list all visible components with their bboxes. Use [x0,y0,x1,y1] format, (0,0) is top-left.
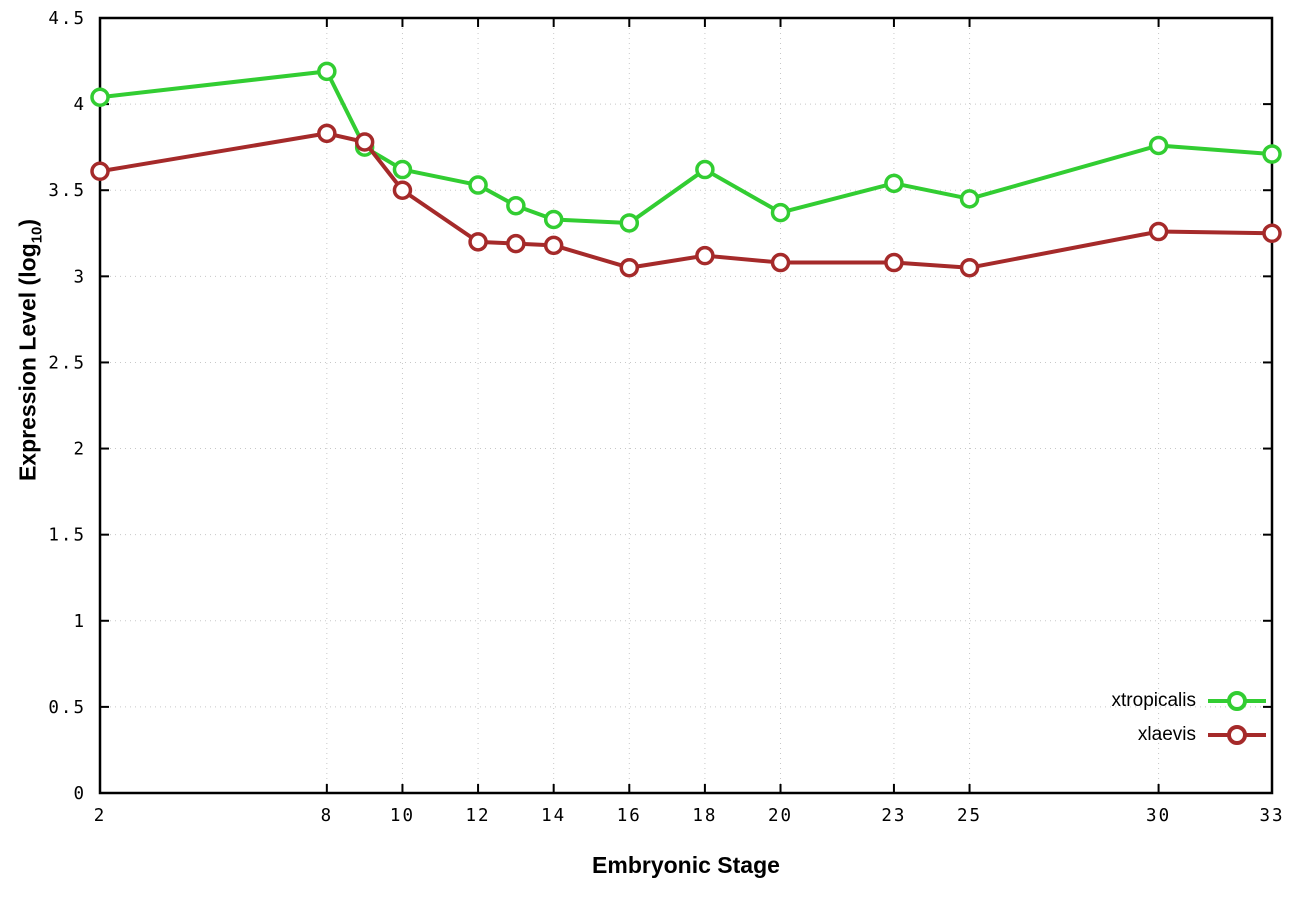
y-tick-label: 3 [73,267,86,287]
x-tick-label: 25 [957,806,982,826]
x-tick-label: 14 [541,806,566,826]
legend-label-xlaevis: xlaevis [1137,724,1196,745]
y-tick-label: 2 [73,440,86,460]
x-tick-label: 33 [1259,806,1284,826]
data-point-xtropicalis-8 [317,61,337,82]
y-axis-title-subscript: 10 [28,226,46,244]
x-tick-label: 20 [768,806,793,826]
data-point-xtropicalis-30 [1148,135,1169,156]
x-tick-label: 2 [94,806,107,826]
x-tick-label: 23 [881,806,906,826]
data-point-xlaevis-13 [506,233,526,254]
x-tick-label: 12 [466,806,491,826]
data-point-xlaevis-16 [619,257,640,278]
x-tick-label: 16 [617,806,642,826]
series-line-xtropicalis [98,69,1274,225]
legend-marker-icon [1227,691,1247,711]
data-point-xtropicalis-23 [884,173,904,194]
x-tick-label: 18 [692,806,717,826]
y-tick-label: 0.5 [48,698,86,718]
y-tick-label: 2.5 [48,353,86,373]
legend-item-xtropicalis: xtropicalis [1112,684,1266,718]
legend: xtropicalis xlaevis [1112,684,1266,752]
y-tick-label: 3.5 [48,181,86,201]
data-point-xlaevis-2 [90,161,110,182]
data-point-xtropicalis-10 [392,159,413,180]
y-axis-title-suffix: ) [14,218,41,227]
data-point-xtropicalis-13 [506,195,526,216]
x-axis-title: Embryonic Stage [592,852,780,878]
legend-sample-xlaevis [1208,725,1266,745]
data-point-xlaevis-18 [695,245,715,266]
data-point-xlaevis-30 [1148,221,1169,242]
data-point-xtropicalis-25 [959,189,980,209]
data-point-xtropicalis-18 [695,159,715,180]
data-point-xtropicalis-33 [1262,144,1282,164]
data-point-xlaevis-14 [543,235,564,256]
data-point-xlaevis-12 [468,232,488,252]
legend-marker-icon [1227,725,1247,745]
legend-label-xtropicalis: xtropicalis [1111,690,1196,711]
data-point-xtropicalis-12 [468,175,488,195]
data-point-xlaevis-23 [884,252,904,273]
series-line-xlaevis [98,131,1274,270]
data-point-xtropicalis-14 [543,209,564,230]
y-tick-label: 1.5 [48,526,86,546]
x-tick-label: 30 [1146,806,1171,826]
plot-border [98,16,1274,795]
legend-sample-xtropicalis [1208,691,1266,711]
x-tick-label: 10 [390,806,415,826]
data-point-xlaevis-8 [317,123,337,144]
y-tick-label: 0 [73,784,86,804]
data-point-xlaevis-33 [1262,223,1282,244]
data-point-xtropicalis-20 [770,202,791,223]
y-axis-title-text: Expression Level (log [14,243,41,482]
y-tick-label: 4 [73,95,86,115]
x-tick-label: 8 [321,806,334,826]
data-point-xlaevis-10 [392,180,413,200]
legend-item-xlaevis: xlaevis [1112,718,1266,752]
data-point-xlaevis-25 [959,257,980,278]
data-point-xlaevis-20 [770,252,791,273]
data-point-xtropicalis-2 [90,87,110,107]
y-tick-label: 4.5 [48,9,86,29]
data-point-xlaevis-9 [354,132,375,152]
y-tick-label: 1 [73,612,86,632]
y-axis-title: Expression Level (log10) [15,219,46,481]
data-point-xtropicalis-16 [619,213,640,233]
